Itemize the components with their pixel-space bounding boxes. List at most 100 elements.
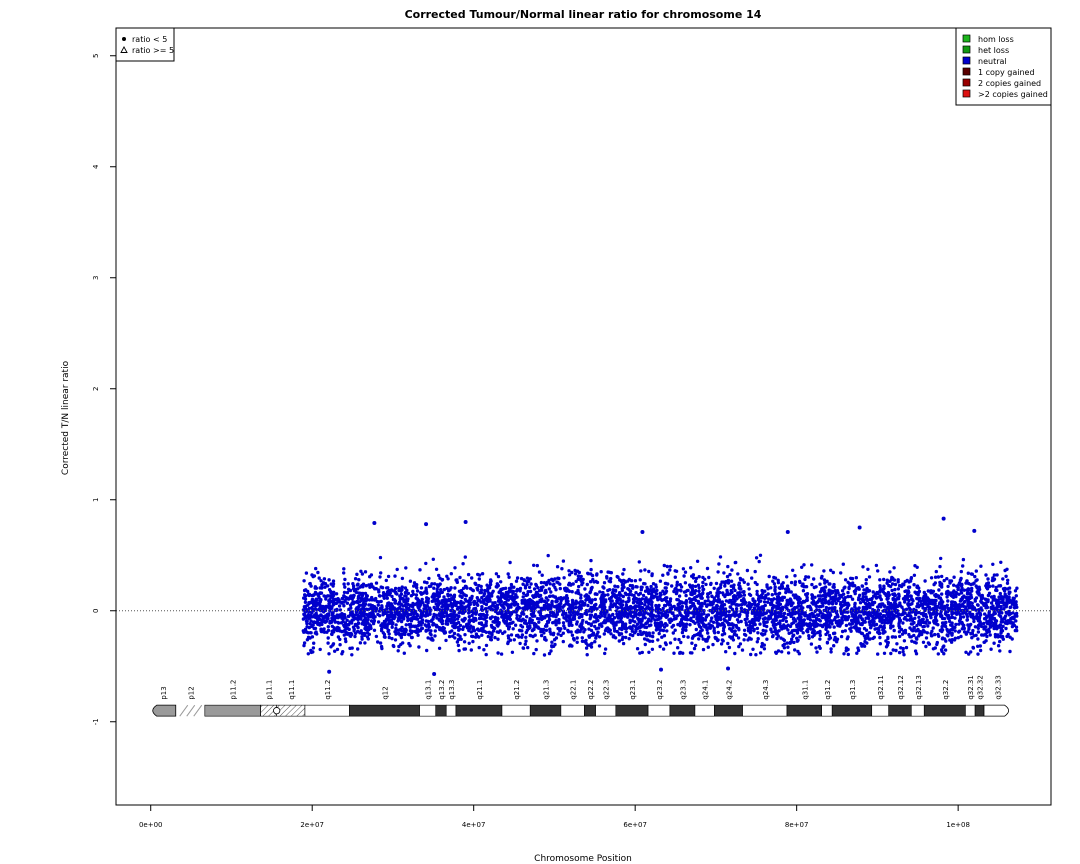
ideogram-band [911, 704, 925, 717]
ideogram-band [529, 704, 562, 717]
band-label: q22.3 [603, 680, 611, 700]
band-label: q11.1 [288, 680, 296, 700]
legend-box [955, 27, 1052, 106]
y-tick-label: 3 [92, 276, 100, 280]
outlier-point [432, 672, 437, 677]
ideogram-band [714, 704, 743, 717]
band-label: q12 [381, 686, 389, 699]
outlier-point [424, 522, 429, 527]
legend-swatch [962, 78, 971, 87]
ideogram-band [888, 704, 912, 717]
legend-swatch [962, 67, 971, 76]
stalk-mark [179, 704, 189, 717]
centromere [273, 707, 281, 715]
y-tick-label: 0 [92, 609, 100, 613]
band-label: p11.1 [266, 680, 274, 700]
band-label: q13.3 [448, 680, 456, 700]
legend-swatch [962, 34, 971, 43]
x-tick-label: 8e+07 [785, 821, 809, 829]
band-label: q23.3 [679, 680, 687, 700]
band-label: q32.2 [942, 680, 950, 700]
band-label: q11.2 [324, 680, 332, 700]
legend-swatch [962, 45, 971, 54]
band-label: q31.3 [849, 680, 857, 700]
band-label: q32.12 [897, 675, 905, 699]
band-label: q32.31 [967, 675, 975, 699]
ideogram-band [204, 704, 261, 717]
ideogram-band [694, 704, 715, 717]
band-label: q24.1 [702, 680, 710, 700]
x-tick-label: 4e+07 [462, 821, 486, 829]
shape-legend: ratio < 5 ratio >= 5 [115, 27, 175, 62]
band-label: q32.13 [915, 675, 923, 699]
ideogram: p13 p12 p11.2 p11.1 q11.1 q11.2 q12 q13.1 q13.2 q… [152, 675, 1010, 717]
legend-swatch [962, 56, 971, 65]
outlier-point [659, 667, 664, 672]
ideogram-band [560, 704, 585, 717]
band-label: q22.2 [587, 680, 595, 700]
triangle-symbol [120, 46, 128, 53]
band-label: q32.33 [994, 675, 1002, 699]
band-label: q32.32 [977, 675, 985, 699]
y-tick-label: 2 [92, 387, 100, 391]
outlier-point [640, 529, 645, 534]
y-tick-label: 5 [92, 54, 100, 58]
ideogram-band [435, 704, 447, 717]
ideogram-band [349, 704, 420, 717]
band-label: q23.2 [656, 680, 664, 700]
y-tick-label: 4 [92, 164, 100, 169]
legend-label: 2 copies gained [978, 79, 1041, 88]
stalk-mark [186, 704, 196, 717]
x-tick-label: 6e+07 [623, 821, 647, 829]
band-label: q21.1 [476, 680, 484, 700]
legend-label: >2 copies gained [978, 90, 1048, 99]
band-label: q22.1 [570, 680, 578, 700]
band-label: p12 [187, 686, 195, 699]
x-tick-label: 0e+00 [139, 821, 163, 829]
ideogram-band [974, 704, 985, 717]
ideogram-band [647, 704, 671, 717]
band-label: q31.1 [801, 680, 809, 700]
ideogram-band [965, 704, 976, 717]
band-label: q21.2 [513, 680, 521, 700]
outlier-point [327, 669, 332, 674]
shape-legend-box [115, 27, 175, 62]
legend-swatch [962, 89, 971, 98]
legend-label: hom loss [978, 35, 1014, 44]
x-tick-label: 2e+07 [300, 821, 324, 829]
outlier-point [857, 525, 862, 530]
legend-label: 1 copy gained [978, 68, 1035, 77]
ideogram-band [276, 704, 306, 717]
stalk-mark [193, 704, 203, 717]
x-tick-label: 1e+08 [946, 821, 970, 829]
ideogram-band [584, 704, 596, 717]
ideogram-band [923, 704, 966, 717]
y-tick-label: -1 [92, 718, 100, 725]
outlier-point [785, 529, 790, 534]
ideogram-band [831, 704, 873, 717]
x-axis-label: Chromosome Position [534, 854, 632, 864]
dot-symbol [122, 37, 126, 41]
plot-frame [115, 27, 1052, 806]
band-label: p13 [160, 686, 168, 699]
ideogram-band [669, 704, 696, 717]
band-label: q13.2 [438, 680, 446, 700]
legend-label: het loss [978, 46, 1009, 55]
points-layer [301, 516, 1019, 677]
ideogram-band [871, 704, 890, 717]
outlier-point [726, 666, 731, 671]
y-axis-label: Corrected T/N linear ratio [61, 360, 71, 475]
ideogram-band [304, 704, 350, 717]
ideogram-band [821, 704, 833, 717]
band-label: q31.2 [824, 680, 832, 700]
ideogram-band [501, 704, 531, 717]
band-label: q23.1 [629, 680, 637, 700]
shape-legend-label: ratio < 5 [132, 35, 167, 44]
legend-label: neutral [978, 57, 1007, 66]
outlier-point [941, 516, 946, 521]
ideogram-band [615, 704, 649, 717]
ideogram-band [742, 704, 788, 717]
band-label: q24.2 [725, 680, 733, 700]
band-label: q21.3 [543, 680, 551, 700]
